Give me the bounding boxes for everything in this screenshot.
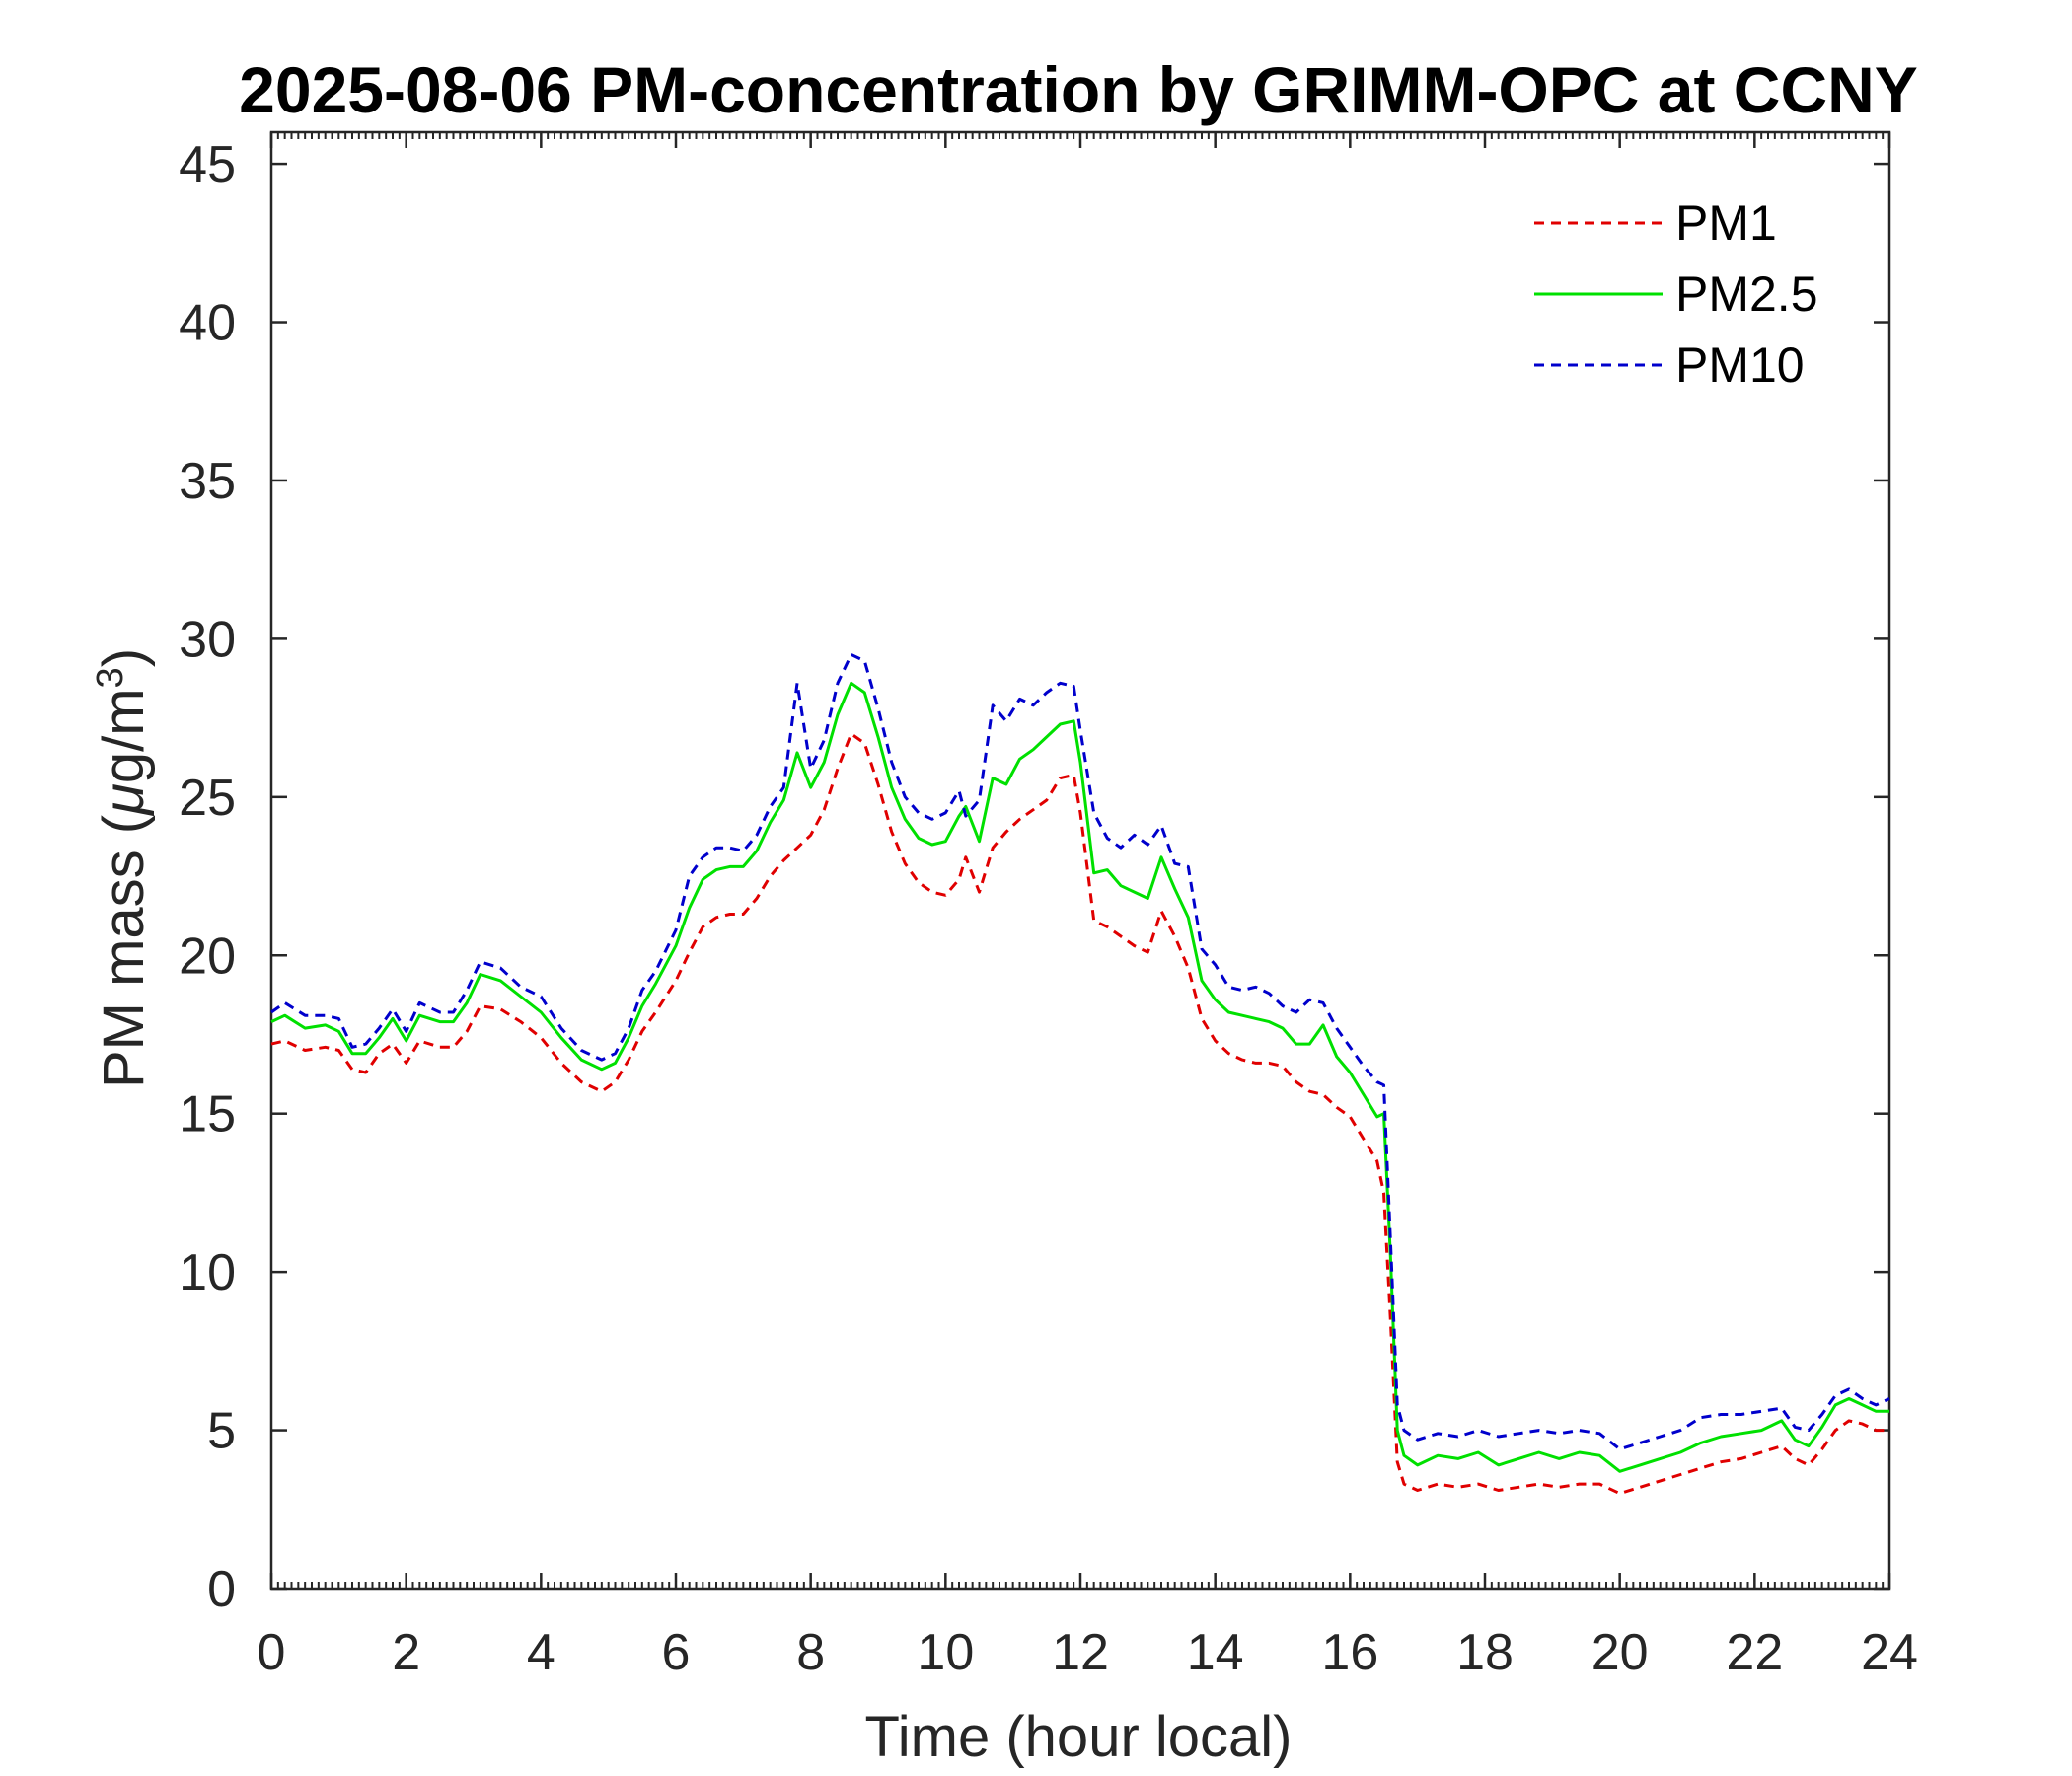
legend: PM1 PM2.5 PM10 bbox=[1534, 195, 1818, 393]
x-axis-label: Time (hour local) bbox=[865, 1705, 1293, 1769]
x-tick-label: 22 bbox=[1726, 1624, 1783, 1681]
x-axis-ticks: 0 2 4 6 8 10 12 14 16 18 20 22 24 bbox=[258, 132, 1918, 1681]
x-tick-label: 20 bbox=[1591, 1624, 1649, 1681]
y-tick-label: 25 bbox=[179, 770, 236, 827]
y-tick-label: 0 bbox=[207, 1561, 236, 1618]
x-tick-label: 6 bbox=[662, 1624, 691, 1681]
x-tick-label: 12 bbox=[1052, 1624, 1109, 1681]
y-tick-label: 10 bbox=[179, 1244, 236, 1301]
x-tick-label: 14 bbox=[1187, 1624, 1244, 1681]
y-tick-label: 40 bbox=[179, 295, 236, 352]
legend-label: PM1 bbox=[1675, 195, 1777, 251]
x-tick-label: 16 bbox=[1321, 1624, 1378, 1681]
y-tick-label: 5 bbox=[207, 1403, 236, 1460]
x-tick-label: 24 bbox=[1861, 1624, 1918, 1681]
chart-title: 2025-08-06 PM-concentration by GRIMM-OPC… bbox=[239, 53, 1918, 126]
y-axis-ticks: 0 5 10 15 20 25 30 35 40 45 bbox=[179, 136, 1889, 1618]
y-tick-label: 35 bbox=[179, 453, 236, 510]
y-tick-label: 15 bbox=[179, 1086, 236, 1144]
series-line-pm2-5 bbox=[270, 681, 1889, 1473]
y-tick-label: 20 bbox=[179, 927, 236, 985]
series-line-pm10 bbox=[270, 652, 1890, 1451]
minor-ticks bbox=[276, 132, 1885, 1589]
x-tick-label: 2 bbox=[392, 1624, 420, 1681]
x-tick-label: 4 bbox=[527, 1624, 555, 1681]
legend-label: PM2.5 bbox=[1675, 266, 1818, 322]
series-line-pm1 bbox=[270, 732, 1889, 1496]
x-tick-label: 8 bbox=[796, 1624, 825, 1681]
x-tick-label: 18 bbox=[1456, 1624, 1514, 1681]
y-tick-label: 30 bbox=[179, 611, 236, 668]
series-lines bbox=[270, 652, 1890, 1496]
y-axis-label: PM mass (μg/m3) bbox=[90, 648, 156, 1088]
legend-label: PM10 bbox=[1675, 337, 1805, 393]
x-tick-label: 10 bbox=[917, 1624, 974, 1681]
x-tick-label: 0 bbox=[258, 1624, 286, 1681]
y-tick-label: 45 bbox=[179, 136, 236, 193]
